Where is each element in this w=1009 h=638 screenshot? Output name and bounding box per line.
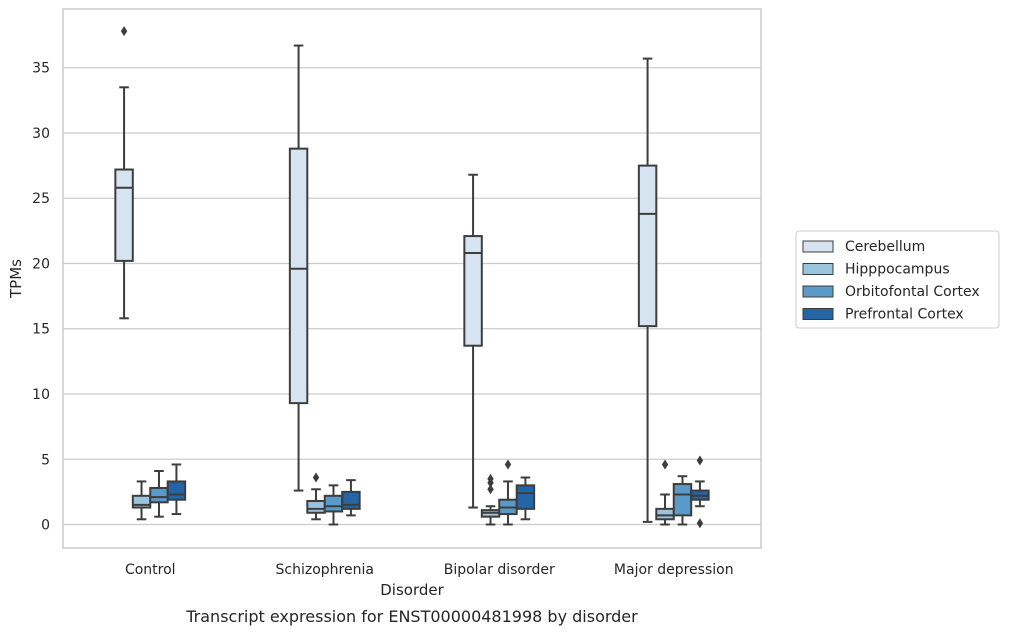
x-axis-label: Disorder (380, 581, 444, 599)
legend-swatch (802, 263, 834, 275)
box (166, 463, 187, 516)
legend-frame (795, 230, 1000, 329)
box (149, 470, 169, 518)
box-body (655, 507, 675, 521)
legend-items: Cerebellum Hipppocampus Orbitofontal Corte… (802, 239, 980, 323)
box-body (306, 500, 326, 514)
box-body (323, 494, 344, 513)
legend-label: Orbitofontal Cortex (845, 284, 980, 300)
box-body (166, 480, 187, 501)
legend-item: Cerebellum (802, 239, 925, 255)
y-tick-label: 20 (32, 256, 50, 272)
x-tick-label: Control (125, 562, 176, 578)
box-body (515, 484, 536, 510)
legend-swatch (802, 308, 834, 320)
y-tick-label: 15 (32, 322, 50, 338)
y-tick-label: 30 (32, 126, 50, 142)
box-body (637, 164, 658, 328)
y-tick-label: 0 (41, 518, 50, 534)
legend-label: Cerebellum (845, 239, 925, 255)
y-tick-label: 10 (32, 387, 50, 403)
legend: Cerebellum Hipppocampus Orbitofontal Corte… (795, 230, 1000, 329)
box (637, 57, 658, 523)
legend-label: Hipppocampus (845, 262, 950, 278)
chart-title: Transcript expression for ENST0000048199… (185, 607, 638, 626)
box-body (341, 490, 361, 510)
box (131, 480, 152, 521)
box-body (149, 486, 169, 504)
box (306, 472, 326, 521)
box-layer (114, 26, 710, 529)
legend-swatch (802, 240, 834, 253)
x-tick-label: Bipolar disorder (444, 562, 555, 578)
box (463, 173, 483, 509)
y-tick-label: 25 (32, 191, 50, 207)
box (515, 476, 536, 521)
grid-layer (63, 67, 761, 526)
outlier-point (487, 473, 494, 484)
y-tick-labels: 0 5 10 15 20 25 30 35 (32, 61, 50, 534)
legend-item: Orbitofontal Cortex (802, 284, 980, 300)
legend-item: Prefrontal Cortex (802, 307, 964, 323)
box (114, 26, 134, 320)
outlier-point (312, 472, 320, 483)
box (690, 455, 710, 529)
legend-item: Hipppocampus (802, 262, 950, 278)
box (672, 475, 693, 526)
box-body (288, 147, 309, 405)
box (288, 44, 309, 492)
outlier-point (487, 484, 494, 495)
box-body (114, 168, 134, 262)
y-tick-label: 5 (41, 452, 50, 468)
box (655, 459, 675, 526)
box (323, 484, 344, 526)
outlier-point (661, 459, 669, 470)
outlier-point (696, 518, 704, 529)
box-body (672, 483, 693, 517)
y-tick-label: 35 (32, 61, 50, 77)
box (480, 473, 501, 526)
x-tick-label: Major depression (614, 562, 734, 578)
x-tick-label: Schizophrenia (276, 562, 374, 578)
y-axis-label: TPMs (7, 259, 25, 299)
box (341, 479, 361, 517)
outlier-point (504, 459, 512, 470)
legend-swatch (802, 285, 834, 298)
plot-frame (62, 8, 762, 549)
x-tick-labels: Control Schizophrenia Bipolar disorder Majo… (125, 562, 734, 578)
box-body (463, 235, 483, 347)
outlier-point (696, 455, 704, 466)
outlier-point (120, 26, 128, 37)
legend-label: Prefrontal Cortex (845, 307, 964, 323)
box (498, 459, 518, 526)
